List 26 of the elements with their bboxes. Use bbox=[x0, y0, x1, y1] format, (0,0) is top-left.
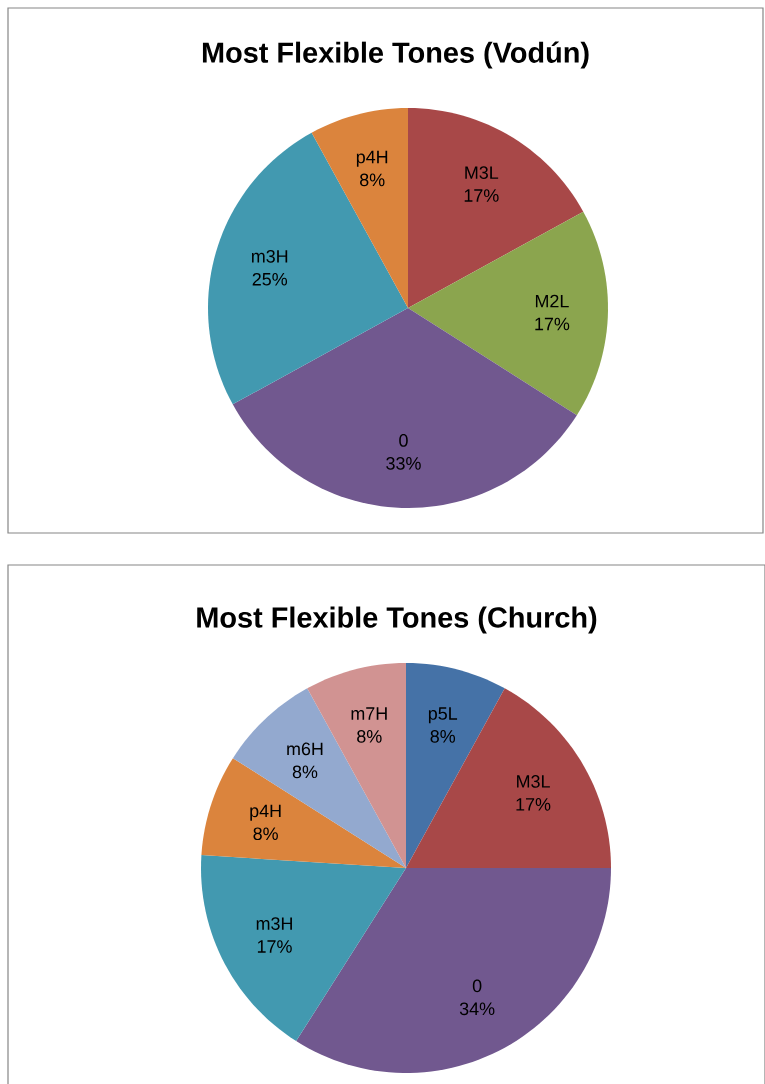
slice-label: m6H bbox=[287, 742, 323, 756]
data-label: 8% bbox=[360, 173, 385, 187]
data-label: 17% bbox=[257, 940, 292, 953]
slice-label: p4H bbox=[356, 150, 388, 167]
data-label: 25% bbox=[252, 272, 288, 286]
data-label: 8% bbox=[430, 730, 456, 743]
slice-label: p4H bbox=[250, 804, 281, 821]
data-label: 8% bbox=[357, 730, 382, 743]
slice-label: 0 bbox=[472, 979, 482, 993]
data-label: 34% bbox=[459, 1002, 495, 1016]
slice-label: m3H bbox=[251, 249, 288, 263]
slice-label: M3L bbox=[517, 775, 550, 788]
slice-label: m7H bbox=[351, 707, 387, 720]
chart-title: Most Flexible Tones (Vodún) bbox=[202, 41, 589, 69]
slice-label: 0 bbox=[399, 434, 408, 447]
data-label: 33% bbox=[386, 457, 421, 470]
chart-title: Most Flexible Tones (Church) bbox=[197, 606, 597, 634]
data-label: 17% bbox=[464, 189, 499, 202]
slice-label: m3H bbox=[256, 917, 292, 930]
slice-label: p5L bbox=[428, 707, 458, 724]
data-label: 8% bbox=[292, 765, 318, 779]
data-label: 17% bbox=[516, 798, 551, 811]
slice-label: M2L bbox=[535, 294, 569, 308]
data-label: 17% bbox=[535, 317, 570, 331]
data-label: 8% bbox=[253, 827, 278, 841]
slice-label: M3L bbox=[465, 166, 499, 179]
